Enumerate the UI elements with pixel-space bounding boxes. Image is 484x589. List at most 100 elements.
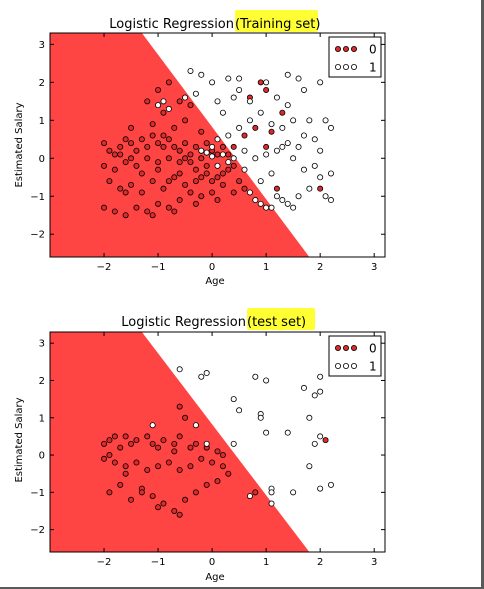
data-point-class-1 [230,155,237,162]
data-point-class-1 [284,71,291,78]
data-point-class-0 [101,440,108,447]
data-point-class-1 [273,147,280,154]
x-tick-label: 3 [371,557,377,568]
data-point-class-0 [322,437,329,444]
data-point-class-0 [214,478,221,485]
data-point-class-0 [317,185,324,192]
data-point-class-0 [182,496,189,503]
data-point-class-1 [176,366,183,373]
data-point-class-1 [306,414,313,421]
data-point-class-0 [198,155,205,162]
data-point-class-0 [149,178,156,185]
data-point-class-1 [300,132,307,139]
data-point-class-0 [155,504,162,511]
data-point-class-0 [171,124,178,131]
data-point-class-1 [257,178,264,185]
x-tick-label: 0 [209,262,215,273]
data-point-class-1 [279,197,286,204]
data-point-class-0 [111,166,118,173]
data-point-class-0 [263,86,270,93]
data-point-class-0 [214,448,221,455]
data-point-class-1 [219,151,226,158]
data-point-class-0 [111,208,118,215]
legend-label-class-0: 0 [369,342,377,356]
data-point-class-0 [171,507,178,514]
data-point-class-0 [192,440,199,447]
data-point-class-0 [149,132,156,139]
data-point-class-1 [317,147,324,154]
data-point-class-1 [295,143,302,150]
data-point-class-0 [160,143,167,150]
data-point-class-1 [311,162,318,169]
data-point-class-0 [192,143,199,150]
legend-marker-class-0 [342,46,349,53]
data-point-class-0 [138,189,145,196]
data-point-class-1 [236,86,243,93]
data-point-class-0 [133,437,140,444]
data-point-class-0 [160,437,167,444]
x-tick-label: −1 [151,262,166,273]
data-point-class-1 [246,117,253,124]
data-point-class-0 [133,147,140,154]
chart-title-highlight: (test set) [247,315,306,330]
data-point-class-1 [209,79,216,86]
data-point-class-1 [284,429,291,436]
data-point-class-1 [279,143,286,150]
data-point-class-0 [122,159,129,166]
data-point-class-1 [311,440,318,447]
data-point-class-1 [300,384,307,391]
data-point-class-0 [171,208,178,215]
data-point-class-0 [160,185,167,192]
y-tick-label: 0 [39,451,45,462]
data-point-class-0 [176,403,183,410]
data-point-class-0 [273,185,280,192]
data-point-class-0 [111,459,118,466]
data-point-class-0 [187,102,194,109]
title-highlight [247,308,315,330]
data-point-class-1 [214,136,221,143]
data-point-class-1 [263,151,270,158]
data-point-class-0 [165,79,172,86]
data-point-class-1 [327,170,334,177]
legend-marker-class-0 [350,46,357,53]
data-point-class-0 [176,147,183,154]
data-point-class-0 [111,151,118,158]
y-tick-label: 3 [39,339,45,350]
data-point-class-0 [176,466,183,473]
data-point-class-0 [214,151,221,158]
data-point-class-0 [198,455,205,462]
data-point-class-0 [106,178,113,185]
data-point-class-0 [182,414,189,421]
legend-box [328,335,382,377]
data-point-class-0 [128,140,135,147]
data-point-class-0 [182,140,189,147]
data-point-class-1 [311,392,318,399]
y-tick-label: 1 [39,116,45,127]
data-point-class-1 [317,174,324,181]
data-point-class-0 [106,147,113,154]
data-point-class-0 [155,86,162,93]
data-point-class-1 [263,204,270,211]
data-point-class-1 [246,98,253,105]
data-point-class-0 [268,128,275,135]
data-point-class-0 [155,159,162,166]
legend-marker-class-1 [342,363,349,370]
data-point-class-1 [241,147,248,154]
data-point-class-0 [203,140,210,147]
data-point-class-1 [214,162,221,169]
data-point-class-0 [203,162,210,169]
data-point-class-1 [236,124,243,131]
data-point-class-1 [257,414,264,421]
data-point-class-0 [165,459,172,466]
data-point-class-0 [155,463,162,470]
data-point-class-1 [306,463,313,470]
data-point-class-0 [101,455,108,462]
data-point-class-0 [144,466,151,473]
data-point-class-1 [252,197,259,204]
data-point-class-0 [133,459,140,466]
data-point-class-0 [225,166,232,173]
data-point-class-0 [144,433,151,440]
data-point-class-0 [122,136,129,143]
data-point-class-0 [122,212,129,219]
data-point-class-1 [263,377,270,384]
